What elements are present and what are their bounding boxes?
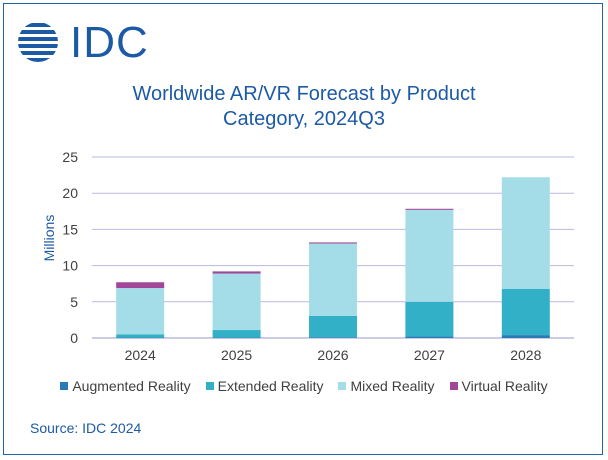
bar-segment — [309, 243, 357, 316]
legend-swatch — [60, 382, 69, 390]
bars — [116, 177, 550, 339]
bar-segment — [116, 282, 165, 289]
bar-segment — [309, 315, 357, 338]
y-tick-label: 25 — [62, 149, 78, 165]
legend-swatch — [338, 382, 347, 390]
legend: Augmented Reality Extended Reality Mixed R… — [0, 378, 608, 394]
x-axis: 2024 2025 2026 2027 2028 — [125, 347, 542, 363]
bar-segment — [501, 288, 550, 336]
bar-segment — [212, 330, 261, 338]
bar-segment — [405, 336, 454, 338]
y-tick-label: 0 — [70, 330, 78, 346]
bar-segment — [501, 335, 550, 338]
bar-segment — [405, 301, 454, 337]
bar-segment — [116, 337, 165, 339]
bar-segment — [212, 337, 261, 339]
legend-label: Augmented Reality — [72, 378, 191, 394]
y-axis: 0 5 10 15 20 25 — [62, 149, 78, 346]
x-tick-label: 2026 — [317, 347, 348, 363]
y-axis-label: Millions — [41, 215, 57, 262]
legend-item: Mixed Reality — [338, 378, 435, 394]
bar-segment — [501, 177, 550, 289]
y-tick-label: 20 — [62, 185, 78, 201]
globe-icon — [18, 23, 58, 62]
bar-segment — [116, 334, 165, 338]
bar-segment — [405, 209, 454, 302]
legend-item: Extended Reality — [205, 378, 324, 394]
y-tick-label: 5 — [70, 294, 78, 310]
legend-label: Virtual Reality — [461, 378, 548, 394]
logo-text: IDC — [70, 18, 149, 67]
x-tick-label: 2024 — [125, 347, 156, 363]
x-tick-label: 2028 — [510, 347, 541, 363]
bar-segment — [116, 288, 165, 335]
chart-title-line-1: Worldwide AR/VR Forecast by Product — [132, 83, 476, 105]
legend-label: Mixed Reality — [350, 378, 435, 394]
bar-segment — [309, 242, 357, 244]
chart-title: Worldwide AR/VR Forecast by Product Cate… — [0, 82, 608, 132]
legend-item: Augmented Reality — [60, 378, 191, 394]
legend-swatch — [205, 382, 214, 390]
source-note: Source: IDC 2024 — [30, 420, 142, 436]
legend-label: Extended Reality — [217, 378, 324, 394]
bar-segment — [212, 271, 261, 274]
idc-logo: IDC — [16, 18, 156, 68]
x-tick-label: 2025 — [221, 347, 252, 363]
bar-segment — [309, 337, 357, 338]
bar-segment — [212, 273, 261, 331]
bar-segment — [405, 208, 454, 210]
chart-title-line-2: Category, 2024Q3 — [223, 108, 385, 130]
x-tick-label: 2027 — [414, 347, 445, 363]
legend-item: Virtual Reality — [449, 378, 548, 394]
y-tick-label: 10 — [62, 258, 78, 274]
legend-swatch — [449, 382, 458, 390]
y-tick-label: 15 — [62, 221, 78, 237]
